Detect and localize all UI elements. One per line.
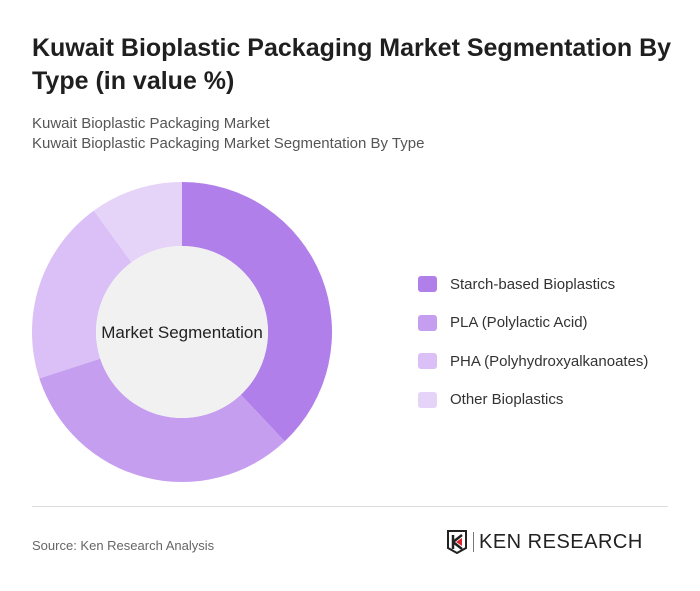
legend-swatch — [418, 314, 437, 331]
legend-swatch — [418, 276, 437, 293]
divider — [32, 506, 668, 507]
legend-swatch — [418, 391, 437, 408]
subtitle-segmentation: Kuwait Bioplastic Packaging Market Segme… — [32, 135, 425, 152]
legend-label: Other Bioplastics — [450, 391, 564, 409]
donut-center — [96, 246, 268, 418]
legend-label: PLA (Polylactic Acid) — [450, 314, 588, 332]
ken-research-logo: KEN RESEARCH — [447, 530, 643, 554]
donut-slice-3[interactable] — [93, 182, 182, 263]
donut-slice-0[interactable] — [182, 182, 333, 442]
source-text: Source: Ken Research Analysis — [32, 538, 215, 553]
legend-swatch — [418, 353, 437, 370]
legend-item[interactable]: Starch-based Bioplastics — [418, 265, 648, 304]
legend-item[interactable]: Other Bioplastics — [418, 381, 648, 420]
legend-item[interactable]: PLA (Polylactic Acid) — [418, 304, 648, 343]
legend-label: PHA (Polyhydroxyalkanoates) — [450, 352, 649, 370]
subtitle-market: Kuwait Bioplastic Packaging Market — [32, 115, 270, 132]
donut-slice-1[interactable] — [39, 358, 285, 483]
ken-logo-icon — [447, 530, 467, 554]
chart-title: Kuwait Bioplastic Packaging Market Segme… — [32, 34, 672, 95]
logo-text: KEN RESEARCH — [473, 532, 643, 552]
center-label: Market Segmentation — [101, 323, 263, 342]
legend-item[interactable]: PHA (Polyhydroxyalkanoates) — [418, 342, 648, 381]
donut-slice-2[interactable] — [31, 210, 132, 379]
legend-label: Starch-based Bioplastics — [450, 275, 616, 293]
legend: Starch-based Bioplastics PLA (Polylactic … — [418, 265, 648, 419]
